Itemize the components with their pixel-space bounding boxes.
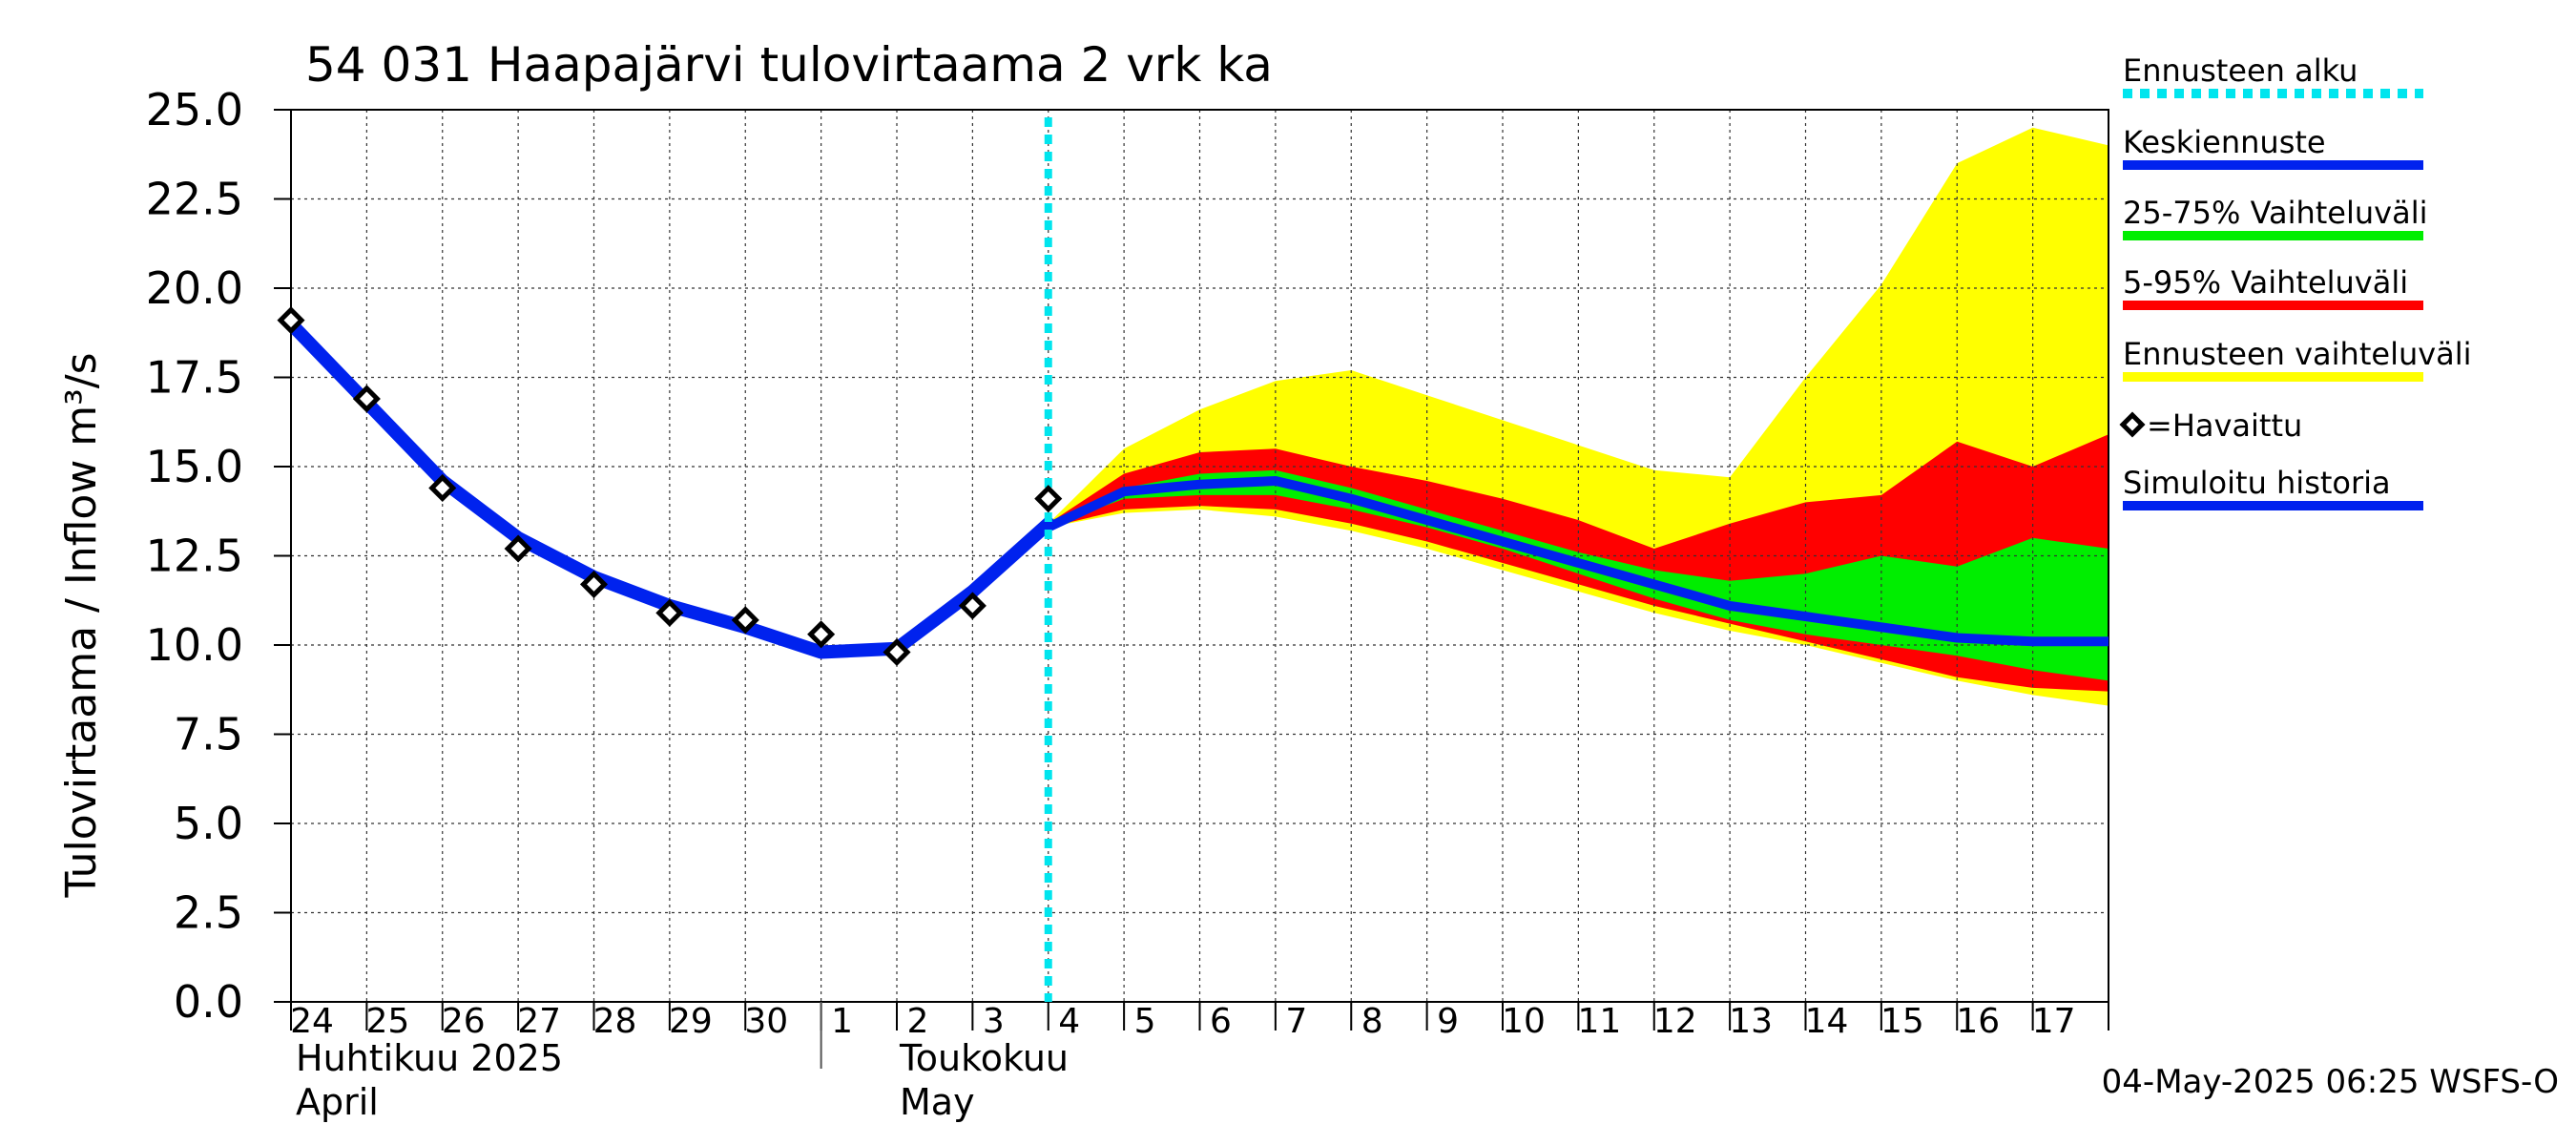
observed-point bbox=[655, 598, 684, 627]
x-tick-label: 27 bbox=[517, 1002, 561, 1041]
observed-point bbox=[428, 473, 457, 502]
legend-label-sim: Simuloitu historia bbox=[2123, 465, 2391, 501]
y-tick-label: 10.0 bbox=[146, 619, 243, 671]
observed-point bbox=[731, 606, 759, 635]
observed-point bbox=[883, 637, 911, 667]
x-tick-label: 2 bbox=[907, 1002, 929, 1041]
x-axis: 24 25 26 27 28 29 30 1 2 3 4 5 6 7 8 9 10 11 12 13 14 15 16 17 bbox=[290, 1002, 2109, 1041]
observed-points bbox=[277, 306, 1063, 667]
y-tick-label: 5.0 bbox=[174, 798, 243, 849]
observed-point bbox=[579, 570, 609, 598]
x-tick-label: 1 bbox=[831, 1002, 853, 1041]
observed-point bbox=[504, 534, 532, 563]
x-tick-label: 6 bbox=[1210, 1002, 1232, 1041]
y-tick-label: 20.0 bbox=[146, 262, 243, 314]
y-tick-label: 15.0 bbox=[146, 441, 243, 492]
p25-75-band-group bbox=[1048, 469, 2109, 681]
x-tick-label: 17 bbox=[2032, 1002, 2076, 1041]
x-tick-label: 10 bbox=[1502, 1002, 1546, 1041]
legend-label-start: Ennusteen alku bbox=[2123, 52, 2358, 89]
month-label-april-en: April bbox=[296, 1081, 379, 1123]
month-label-april-fi: Huhtikuu 2025 bbox=[296, 1037, 563, 1079]
x-tick-label: 11 bbox=[1577, 1002, 1621, 1041]
x-tick-label: 5 bbox=[1134, 1002, 1156, 1041]
x-tick-label: 3 bbox=[983, 1002, 1005, 1041]
legend-observed-marker bbox=[2119, 411, 2146, 438]
legend-label-range: Ennusteen vaihteluväli bbox=[2123, 336, 2472, 372]
month-label-may-en: May bbox=[900, 1081, 975, 1123]
legend-label-mean: Keskiennuste bbox=[2123, 124, 2326, 160]
timestamp: 04-May-2025 06:25 WSFS-O bbox=[2102, 1063, 2559, 1101]
x-tick-label: 30 bbox=[744, 1002, 788, 1041]
observed-point bbox=[1034, 485, 1063, 513]
mean-forecast-line bbox=[1046, 476, 2109, 647]
observed-point bbox=[807, 620, 836, 649]
observed-point bbox=[277, 306, 305, 335]
chart-title: 54 031 Haapajärvi tulovirtaama 2 vrk ka bbox=[305, 37, 1273, 93]
x-tick-label: 28 bbox=[593, 1002, 637, 1041]
x-tick-label: 7 bbox=[1285, 1002, 1307, 1041]
y-tick-label: 0.0 bbox=[174, 976, 243, 1028]
x-tick-label: 13 bbox=[1729, 1002, 1773, 1041]
y-tick-label: 22.5 bbox=[146, 174, 243, 225]
y-axis-label: Tulovirtaama / Inflow m³/s bbox=[57, 352, 106, 898]
x-tick-label: 4 bbox=[1058, 1002, 1080, 1041]
x-tick-label: 15 bbox=[1880, 1002, 1924, 1041]
y-tick-label: 2.5 bbox=[174, 887, 243, 939]
legend-label-observed: =Havaittu bbox=[2147, 407, 2302, 444]
y-axis: 0.0 2.5 5.0 7.5 10.0 12.5 15.0 17.5 20.0 22.5 25.0 bbox=[146, 84, 291, 1028]
x-tick-label: 26 bbox=[442, 1002, 486, 1041]
y-tick-label: 25.0 bbox=[146, 84, 243, 135]
x-tick-label: 14 bbox=[1805, 1002, 1849, 1041]
legend-label-p5_95: 5-95% Vaihteluväli bbox=[2123, 264, 2408, 301]
y-tick-label: 12.5 bbox=[146, 531, 243, 582]
y-tick-label: 7.5 bbox=[174, 709, 243, 760]
legend-label-p25_75: 25-75% Vaihteluväli bbox=[2123, 195, 2427, 231]
x-tick-label: 12 bbox=[1653, 1002, 1697, 1041]
x-tick-label: 24 bbox=[290, 1002, 334, 1041]
x-tick-label: 9 bbox=[1437, 1002, 1459, 1041]
x-tick-label: 29 bbox=[669, 1002, 713, 1041]
p25-75-band bbox=[1048, 469, 2109, 681]
legend: Ennusteen alku Keskiennuste 25-75% Vaihtel… bbox=[2119, 52, 2472, 510]
observed-point bbox=[352, 385, 381, 413]
observed-point bbox=[958, 592, 987, 620]
x-tick-label: 16 bbox=[1956, 1002, 2000, 1041]
x-tick-label: 25 bbox=[365, 1002, 409, 1041]
month-label-may-fi: Toukokuu bbox=[899, 1037, 1069, 1079]
y-tick-label: 17.5 bbox=[146, 352, 243, 404]
x-tick-label: 8 bbox=[1361, 1002, 1383, 1041]
